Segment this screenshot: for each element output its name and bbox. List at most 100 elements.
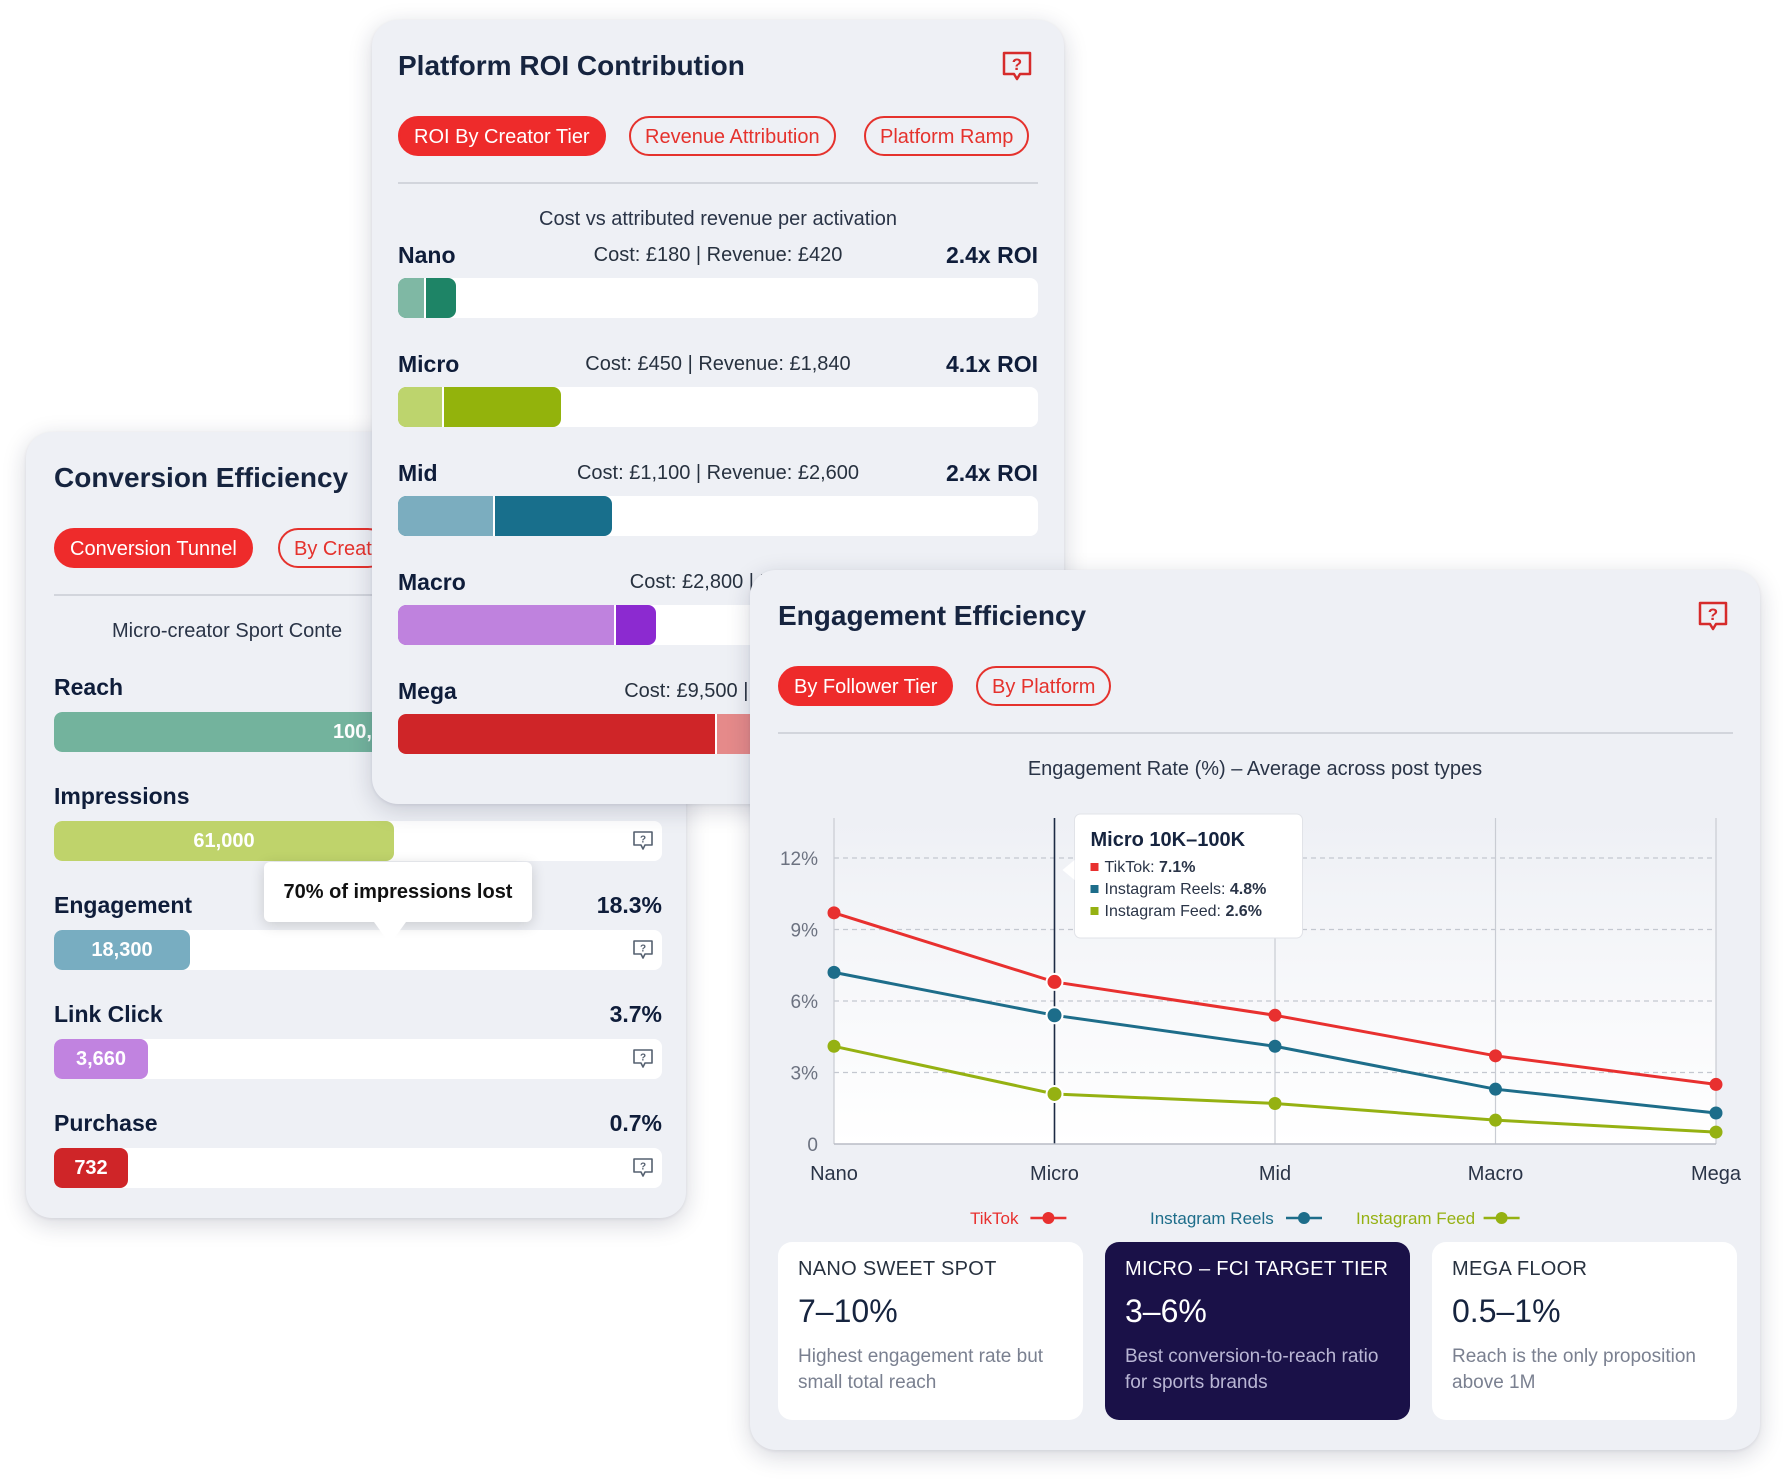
stat-card-description: Highest engagement rate but small total … <box>798 1346 1044 1393</box>
funnel-stage-percent: 3.7% <box>609 1001 662 1027</box>
stat-card-value: 0.5–1% <box>1452 1293 1561 1329</box>
tooltip-line: Instagram Reels: 4.8% <box>1105 881 1267 898</box>
tab-revenue-attribution[interactable]: Revenue Attribution <box>629 116 836 156</box>
roi-value: 2.4x ROI <box>945 460 1038 486</box>
stat-card: MEGA FLOOR 0.5–1% Reach is the only propos… <box>1432 1242 1737 1420</box>
tab-by-follower-tier[interactable]: By Follower Tier <box>778 666 954 706</box>
tab-platform-ramp[interactable]: Platform Ramp <box>864 116 1030 156</box>
x-tick-label: Mid <box>1259 1163 1291 1185</box>
funnel-bar-track: 3,660 <box>54 1039 662 1079</box>
legend-label: Instagram Reels <box>1150 1209 1274 1228</box>
tab-by-platform[interactable]: By Platform <box>976 666 1112 706</box>
question-bubble-icon[interactable]: ? <box>1000 50 1034 84</box>
data-point <box>827 1039 841 1053</box>
tooltip-swatch <box>1090 885 1099 893</box>
stat-card-description: Best conversion-to-reach ratio for sport… <box>1125 1346 1379 1393</box>
tooltip-line: TikTok: 7.1% <box>1105 859 1196 876</box>
data-point <box>1268 1008 1282 1022</box>
data-point <box>1045 1084 1064 1103</box>
roi-bar-track <box>398 278 1038 318</box>
roi-cost-bar <box>398 605 616 645</box>
stat-card-key: MEGA FLOOR <box>1452 1258 1588 1280</box>
svg-text:?: ? <box>1012 55 1022 74</box>
legend-label: Instagram Feed <box>1356 1209 1475 1228</box>
tooltip-line-value: 4.8% <box>1230 881 1266 898</box>
roi-card-title: Platform ROI Contribution <box>398 50 745 81</box>
tooltip-line-value: 7.1% <box>1159 859 1195 876</box>
roi-value: 4.1x ROI <box>945 351 1038 377</box>
y-tick-label: 12% <box>780 849 818 870</box>
roi-bar-track <box>398 496 1038 536</box>
stat-card: NANO SWEET SPOT 7–10% Highest engagement r… <box>778 1242 1083 1420</box>
tooltip-swatch <box>1090 863 1099 871</box>
funnel-stage-label: Reach <box>54 674 124 700</box>
tooltip-line-value: 2.6% <box>1225 903 1261 920</box>
roi-tier-label: Nano <box>398 242 456 268</box>
roi-tier-label: Micro <box>398 351 460 377</box>
roi-tier-metrics: Cost: £180 | Revenue: £420 <box>593 244 843 266</box>
tooltip-swatch <box>1090 907 1099 915</box>
roi-value: 2.4x ROI <box>945 242 1038 268</box>
stat-card-key: MICRO – FCI TARGET TIER <box>1125 1258 1389 1280</box>
svg-text:?: ? <box>640 944 646 955</box>
tooltip-line-label: Instagram Reels: <box>1105 881 1230 898</box>
funnel-stage-label: Purchase <box>54 1110 158 1136</box>
funnel-bar: 18,300 <box>54 930 190 970</box>
chart-title: Engagement Rate (%) – Average across pos… <box>1027 758 1483 780</box>
x-tick-label: Macro <box>1468 1163 1524 1185</box>
legend-label: TikTok <box>970 1209 1019 1228</box>
stat-card-description: Reach is the only proposition above 1M <box>1452 1346 1696 1393</box>
stat-card: MICRO – FCI TARGET TIER 3–6% Best conversi… <box>1105 1242 1410 1420</box>
svg-text:?: ? <box>640 835 646 846</box>
legend-marker <box>1495 1212 1508 1224</box>
data-point <box>1045 972 1064 991</box>
roi-bar-track <box>398 387 1038 427</box>
roi-subtitle: Cost vs attributed revenue per activatio… <box>539 208 897 230</box>
stat-card-value: 7–10% <box>798 1293 898 1329</box>
roi-cost-bar <box>398 496 495 536</box>
funnel-stage-label: Engagement <box>54 892 193 918</box>
x-tick-label: Mega <box>1691 1163 1742 1185</box>
funnel-stage-percent: 18.3% <box>596 892 662 918</box>
x-tick-label: Micro <box>1030 1163 1079 1185</box>
svg-text:?: ? <box>640 1053 646 1064</box>
data-point <box>1268 1039 1282 1053</box>
tab-roi-by-creator-tier[interactable]: ROI By Creator Tier <box>398 116 606 156</box>
data-point <box>1709 1077 1723 1091</box>
y-tick-label: 0 <box>807 1135 818 1156</box>
funnel-stage-label: Impressions <box>54 783 190 809</box>
comment-question-icon[interactable]: ? <box>632 939 654 961</box>
x-tick-label: Nano <box>810 1163 858 1185</box>
tooltip-pointer <box>1062 860 1075 880</box>
engagement-efficiency-card: Engagement Efficiency ? By Follower Tier… <box>750 570 1760 1450</box>
roi-tier-label: Mega <box>398 678 457 704</box>
comment-question-icon[interactable]: ? <box>632 1157 654 1179</box>
comment-question-icon[interactable]: ? <box>632 830 654 852</box>
data-point <box>1045 1006 1064 1025</box>
conversion-card-title: Conversion Efficiency <box>54 462 349 493</box>
tooltip-title: Micro 10K–100K <box>1091 829 1246 851</box>
svg-text:?: ? <box>1708 605 1718 624</box>
y-tick-label: 6% <box>791 992 819 1013</box>
roi-cost-bar <box>398 714 717 754</box>
stat-card-value: 3–6% <box>1125 1293 1207 1329</box>
impressions-lost-tooltip: 70% of impressions lost <box>264 862 532 944</box>
tooltip-line-label: Instagram Feed: <box>1105 903 1226 920</box>
comment-question-icon[interactable]: ? <box>632 1048 654 1070</box>
impressions-lost-text: 70% of impressions lost <box>283 881 513 903</box>
funnel-bar-track: 61,000 <box>54 821 662 861</box>
data-point <box>1709 1106 1723 1120</box>
tab-conversion-tunnel[interactable]: Conversion Tunnel <box>54 528 253 568</box>
funnel-stage-percent: 0.7% <box>609 1110 662 1136</box>
legend-marker <box>1042 1212 1055 1224</box>
data-point <box>1489 1049 1502 1063</box>
roi-cost-bar <box>398 278 426 318</box>
question-bubble-icon[interactable]: ? <box>1696 600 1730 634</box>
conversion-subtitle: Micro-creator Sport Conte <box>112 620 343 642</box>
roi-cost-bar <box>398 387 444 427</box>
roi-tier-label: Macro <box>398 569 466 595</box>
engagement-card-title: Engagement Efficiency <box>778 600 1087 631</box>
data-point <box>1268 1096 1282 1110</box>
legend-marker <box>1298 1212 1310 1224</box>
data-point <box>1489 1082 1502 1096</box>
